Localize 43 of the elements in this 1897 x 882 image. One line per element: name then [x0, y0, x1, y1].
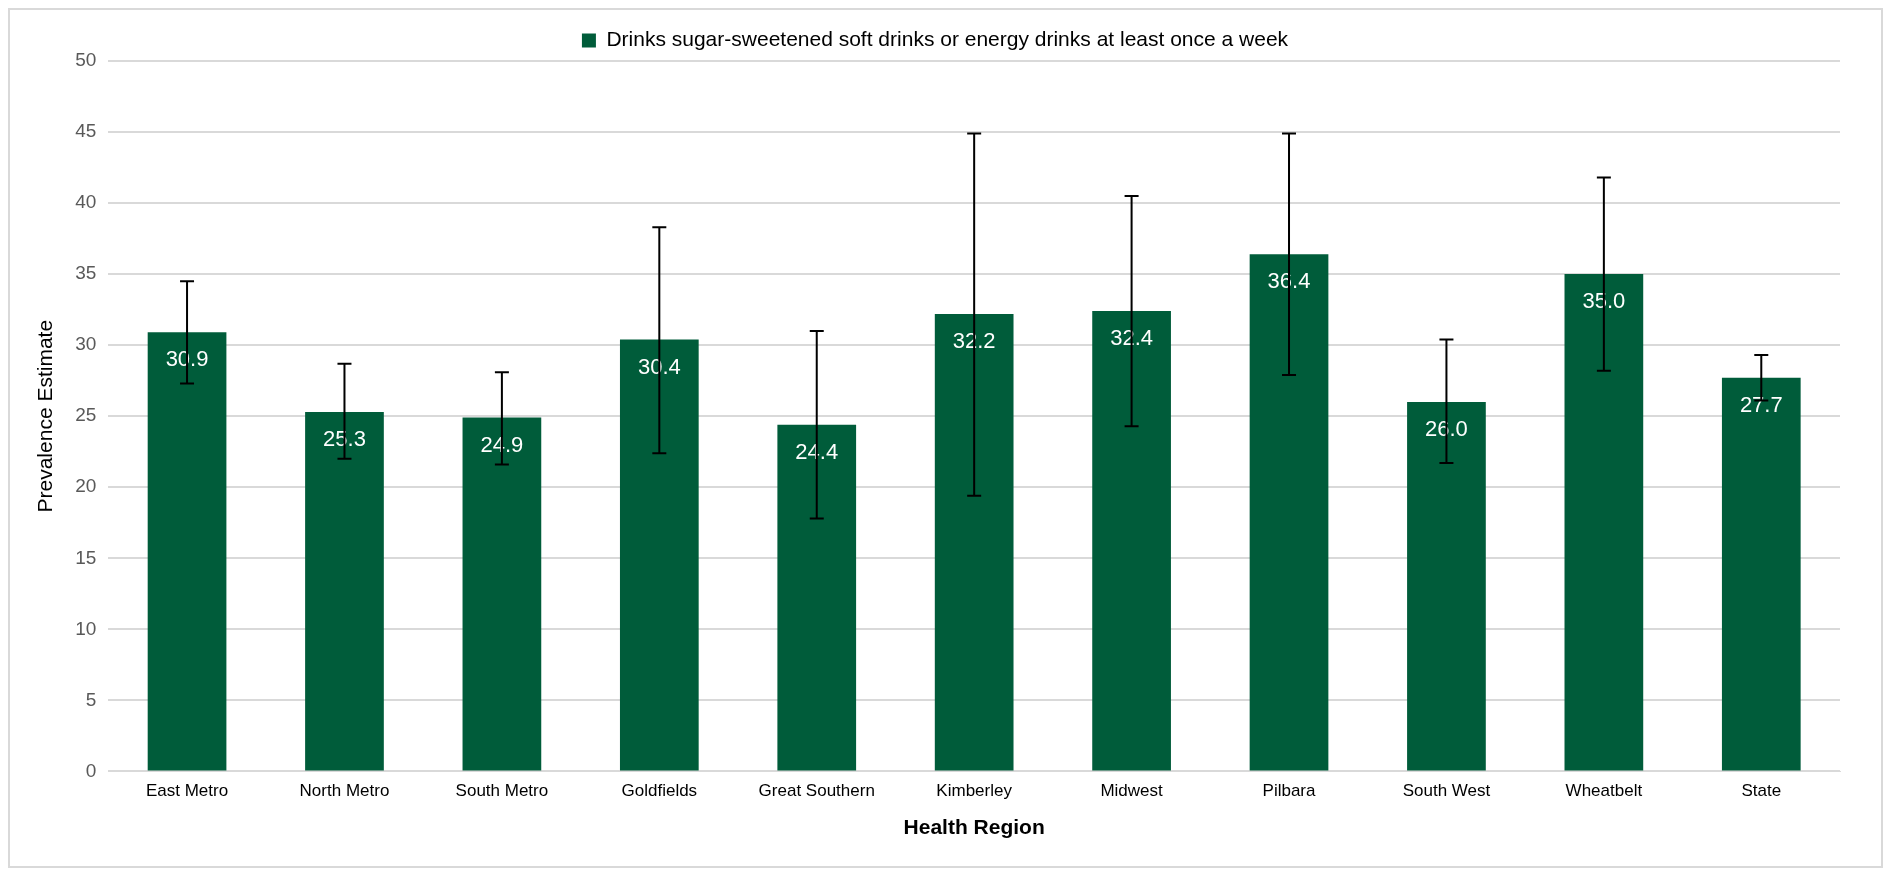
- y-tick-label: 10: [75, 617, 97, 639]
- bar: [619, 339, 699, 771]
- x-tick-label: South West: [1402, 781, 1491, 801]
- x-tick-label: State: [1741, 781, 1782, 801]
- y-tick-label: 25: [75, 404, 97, 426]
- bar: [934, 313, 1014, 771]
- legend-label: Drinks sugar-sweetened soft drinks or energy drinks at least once a week: [606, 27, 1289, 51]
- x-tick-label: Midwest: [1100, 781, 1164, 801]
- data-label: 32.2: [952, 327, 996, 353]
- bar: [1407, 401, 1486, 771]
- x-tick-label: Great Southern: [758, 781, 875, 801]
- x-tick-label: East Metro: [145, 781, 229, 801]
- bar: [1092, 311, 1171, 771]
- data-label: 27.7: [1739, 391, 1783, 417]
- y-tick-label: 15: [75, 546, 97, 568]
- bar: [147, 332, 227, 771]
- x-tick-label: South Metro: [455, 781, 549, 801]
- bar: [1249, 254, 1329, 771]
- y-tick-label: 35: [75, 262, 97, 284]
- y-tick-label: 0: [85, 759, 97, 781]
- y-tick-label: 30: [75, 333, 97, 355]
- bar: [1564, 274, 1644, 771]
- y-tick-label: 40: [75, 191, 97, 213]
- data-label: 26.0: [1425, 416, 1468, 442]
- data-label: 35.0: [1582, 288, 1626, 314]
- y-tick-label: 20: [75, 475, 97, 497]
- x-tick-label: Wheatbelt: [1565, 781, 1643, 801]
- bar: [462, 417, 542, 771]
- bar: [305, 411, 384, 771]
- x-tick-label: Pilbara: [1262, 781, 1317, 801]
- bar: [777, 424, 857, 771]
- x-axis-title: Health Region: [903, 815, 1045, 839]
- y-tick-label: 45: [75, 120, 97, 142]
- data-label: 25.3: [323, 426, 366, 451]
- x-tick-label: North Metro: [299, 781, 390, 801]
- y-axis-title: Prevalence Estimate: [33, 319, 57, 513]
- data-label: 30.4: [637, 353, 681, 379]
- x-tick-label: Kimberley: [936, 781, 1013, 801]
- y-tick-label: 5: [85, 688, 97, 710]
- y-tick-label: 50: [75, 49, 97, 71]
- bar: [1721, 377, 1801, 771]
- data-label: 32.4: [1110, 325, 1154, 351]
- x-tick-label: Goldfields: [621, 781, 698, 801]
